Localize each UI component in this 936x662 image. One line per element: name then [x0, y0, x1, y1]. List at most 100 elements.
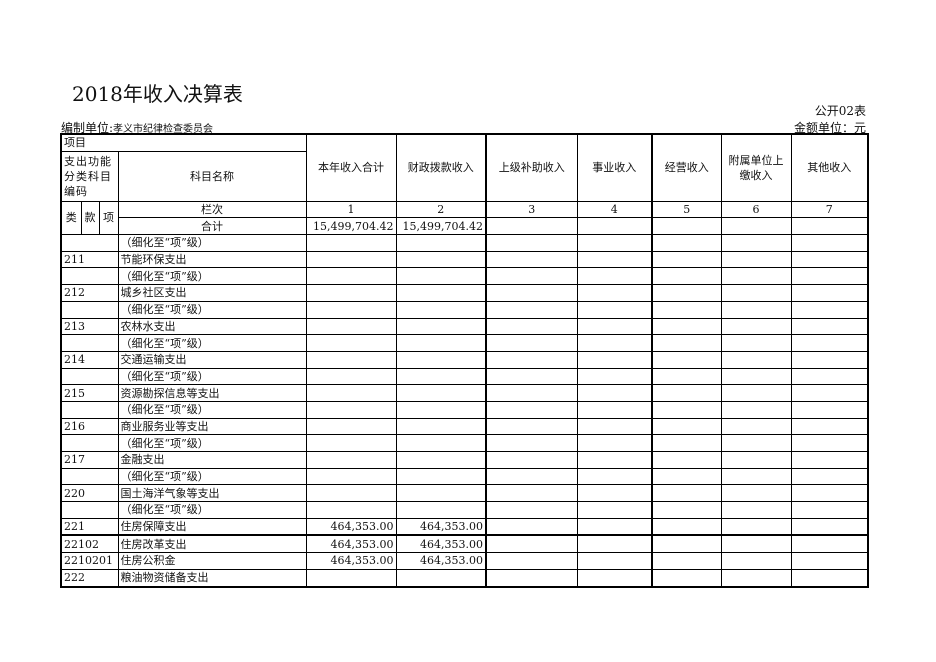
value-cell: [790, 434, 869, 452]
value-cell: [305, 284, 397, 302]
value-cell: 464,353.00: [305, 552, 397, 570]
lanci-cell: 6: [720, 200, 792, 219]
income-table: 项目 本年收入合计 财政拨款收入 上级补助收入 事业收入 经营收入 附属单位上缴…: [60, 133, 869, 588]
value-cell: [395, 234, 487, 252]
value-cell: [305, 467, 397, 486]
value-cell: [720, 334, 792, 352]
value-cell: [651, 484, 722, 503]
value-cell: [720, 501, 792, 519]
value-cell: [576, 417, 653, 436]
value-cell: [720, 250, 792, 269]
value-cell: [485, 501, 578, 519]
col-header: 财政拨款收入: [395, 133, 487, 202]
value-cell: [651, 284, 722, 302]
value-cell: [720, 484, 792, 503]
table-row: 213 农林水支出: [60, 317, 869, 336]
code-cell: [60, 501, 119, 519]
name-header: 科目名称: [117, 150, 307, 202]
code-cell: 215: [60, 384, 119, 402]
value-cell: [576, 451, 653, 469]
value-cell: [305, 250, 397, 269]
value-cell: [651, 317, 722, 336]
table-row: 221 住房保障支出 464,353.00 464,353.00: [60, 517, 869, 536]
name-cell: （细化至“项”级）: [117, 501, 307, 519]
value-cell: [720, 300, 792, 319]
code-cell: 211: [60, 250, 119, 269]
code-cell: 212: [60, 284, 119, 302]
value-cell: [720, 517, 792, 536]
code-cell: [60, 300, 119, 319]
value-cell: [305, 384, 397, 402]
total-cell: [485, 217, 578, 236]
table-row: 214 交通运输支出: [60, 350, 869, 369]
value-cell: [305, 417, 397, 436]
value-cell: [305, 484, 397, 503]
value-cell: 464,353.00: [395, 517, 487, 536]
value-cell: [720, 434, 792, 452]
lanci-cell: 1: [305, 200, 397, 219]
value-cell: [305, 300, 397, 319]
value-cell: [576, 434, 653, 452]
value-cell: [485, 317, 578, 336]
value-cell: [790, 501, 869, 519]
value-cell: [395, 284, 487, 302]
value-cell: [651, 367, 722, 386]
value-cell: [485, 267, 578, 286]
code-cell: 221: [60, 517, 119, 536]
org-line: 编制单位:孝义市纪律检查委员会: [61, 119, 213, 136]
value-cell: [485, 334, 578, 352]
name-cell: （细化至“项”级）: [117, 467, 307, 486]
value-cell: [576, 300, 653, 319]
lanci-cell: 3: [485, 200, 578, 219]
value-cell: [790, 367, 869, 386]
value-cell: [305, 350, 397, 369]
col-header: 附属单位上缴收入: [720, 133, 792, 202]
col-header: 事业收入: [576, 133, 653, 202]
name-cell: （细化至“项”级）: [117, 334, 307, 352]
value-cell: [651, 300, 722, 319]
value-cell: [790, 234, 869, 252]
value-cell: [576, 267, 653, 286]
value-cell: [790, 284, 869, 302]
value-cell: [720, 552, 792, 570]
table-row: 211 节能环保支出: [60, 250, 869, 269]
name-cell: 住房改革支出: [117, 534, 307, 554]
table-row: （细化至“项”级）: [60, 434, 869, 452]
value-cell: [576, 317, 653, 336]
code-cell: 214: [60, 350, 119, 369]
value-cell: [576, 350, 653, 369]
table-row: （细化至“项”级）: [60, 300, 869, 319]
code-cell: 2210201: [60, 552, 119, 570]
value-cell: [720, 350, 792, 369]
table-row: （细化至“项”级）: [60, 400, 869, 419]
code-cell: 213: [60, 317, 119, 336]
value-cell: [790, 350, 869, 369]
total-cell: [651, 217, 722, 236]
lanci-cell: 5: [651, 200, 722, 219]
value-cell: [651, 267, 722, 286]
value-cell: [485, 350, 578, 369]
value-cell: [485, 300, 578, 319]
code-cell: 217: [60, 451, 119, 469]
value-cell: [720, 284, 792, 302]
value-cell: [576, 400, 653, 419]
value-cell: [395, 434, 487, 452]
col-header: 本年收入合计: [305, 133, 397, 202]
value-cell: [790, 317, 869, 336]
name-cell: （细化至“项”级）: [117, 300, 307, 319]
table-row: 22102 住房改革支出 464,353.00 464,353.00: [60, 534, 869, 554]
value-cell: [720, 467, 792, 486]
value-cell: 464,353.00: [395, 552, 487, 570]
value-cell: [576, 501, 653, 519]
value-cell: [395, 267, 487, 286]
table-row: 220 国土海洋气象等支出: [60, 484, 869, 503]
table-row: 215 资源勘探信息等支出: [60, 384, 869, 402]
value-cell: [395, 417, 487, 436]
name-cell: 农林水支出: [117, 317, 307, 336]
code-cell: [60, 467, 119, 486]
col-header: 经营收入: [651, 133, 722, 202]
lanci-cell: 7: [790, 200, 869, 219]
value-cell: [720, 367, 792, 386]
value-cell: [305, 568, 397, 588]
value-cell: [790, 334, 869, 352]
